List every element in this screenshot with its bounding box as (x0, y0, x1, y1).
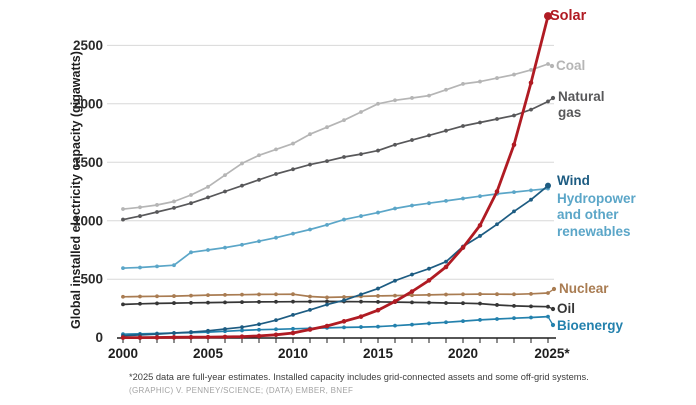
svg-text:0: 0 (95, 330, 103, 345)
footnote: *2025 data are full-year estimates. Inst… (129, 372, 589, 382)
svg-text:2000: 2000 (73, 96, 103, 111)
svg-text:2000: 2000 (108, 346, 138, 361)
svg-text:2025*: 2025* (534, 346, 570, 361)
series-label-solar: Solar (550, 8, 587, 24)
series-label-wind: Wind (557, 173, 590, 188)
svg-text:2005: 2005 (193, 346, 224, 361)
series-label-oil: Oil (557, 301, 576, 316)
series-label-bioenergy: Bioenergy (557, 318, 624, 333)
credit-line: (GRAPHIC) V. PENNEY/SCIENCE; (DATA) EMBE… (129, 386, 354, 395)
svg-text:2020: 2020 (448, 346, 478, 361)
series-label-natural-gas: Natural gas (558, 89, 605, 121)
svg-text:1000: 1000 (73, 213, 103, 228)
svg-text:2010: 2010 (278, 346, 308, 361)
svg-text:2015: 2015 (363, 346, 394, 361)
series-label-coal: Coal (556, 58, 586, 73)
series-label-nuclear: Nuclear (559, 281, 609, 296)
svg-text:2500: 2500 (73, 38, 103, 53)
series-label-hydropower: Hydropower and other renewables (557, 191, 636, 239)
svg-text:500: 500 (80, 272, 103, 287)
svg-text:1500: 1500 (73, 155, 103, 170)
